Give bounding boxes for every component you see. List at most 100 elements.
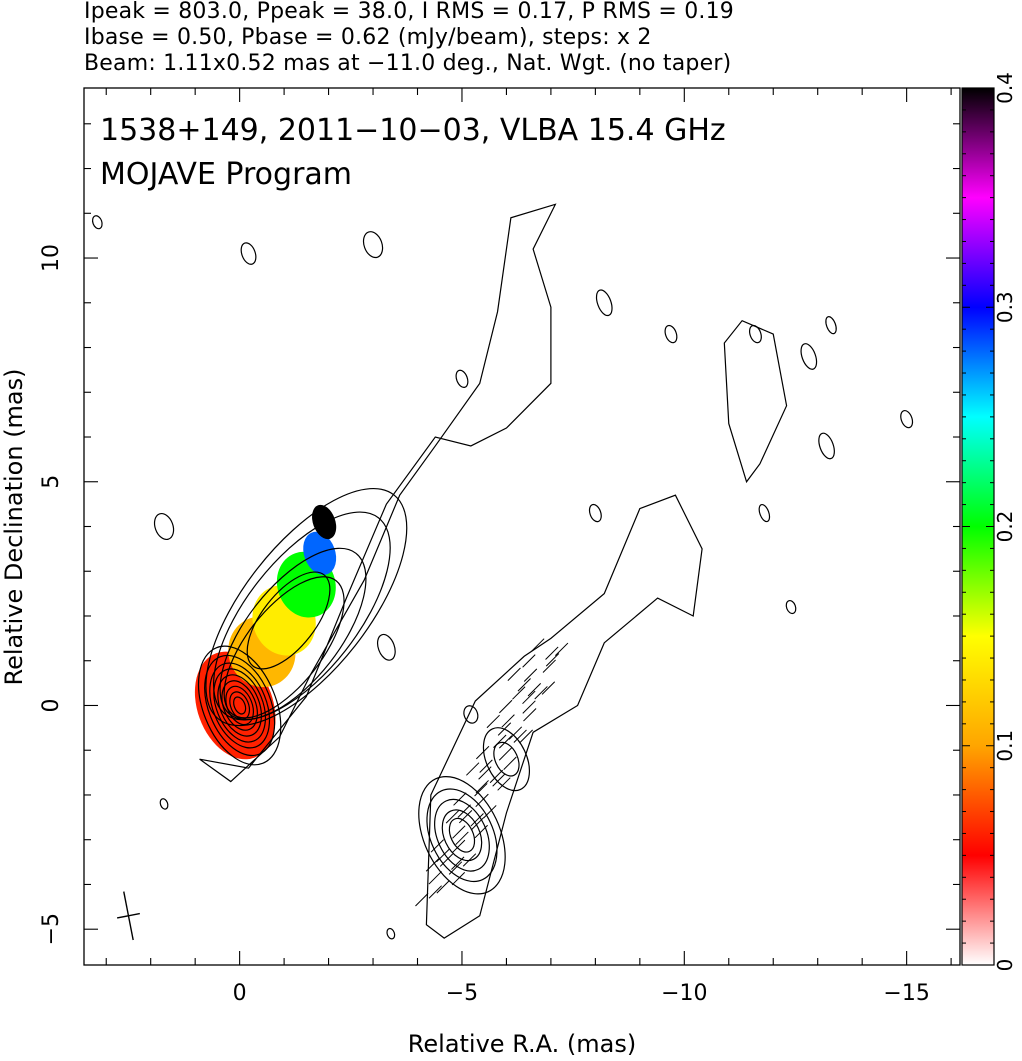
core-contour bbox=[213, 668, 267, 743]
evpa-tick bbox=[430, 839, 444, 853]
jet-contour bbox=[246, 571, 331, 670]
beam-marker bbox=[116, 891, 140, 941]
evpa-tick bbox=[457, 804, 471, 818]
evpa-tick bbox=[523, 668, 538, 682]
evpa-tick bbox=[428, 885, 442, 899]
extended-contour bbox=[199, 203, 557, 783]
evpa-tick bbox=[493, 734, 507, 748]
noise-island bbox=[153, 513, 175, 540]
evpa-tick bbox=[452, 825, 466, 839]
y-tick-label: 10 bbox=[39, 244, 64, 272]
evpa-tick bbox=[523, 708, 537, 722]
y-tick-label: −5 bbox=[39, 913, 64, 945]
evpa-tick bbox=[501, 714, 515, 728]
colorbar-tick-label: 0.3 bbox=[993, 291, 1017, 323]
noise-island bbox=[376, 633, 396, 661]
evpa-tick bbox=[508, 726, 523, 740]
polarized-extended-contour bbox=[723, 319, 788, 484]
evpa-tick bbox=[519, 729, 533, 743]
noise-island bbox=[595, 289, 613, 317]
evpa-tick bbox=[474, 824, 488, 839]
evpa-tick bbox=[499, 699, 513, 714]
colorbar-ticks bbox=[962, 87, 994, 966]
noise-island bbox=[91, 215, 103, 230]
evpa-tick bbox=[475, 780, 489, 794]
y-tick-label: 5 bbox=[39, 475, 64, 489]
evpa-tick bbox=[436, 880, 450, 894]
polarized-core-contour bbox=[426, 788, 498, 883]
evpa-tick bbox=[527, 683, 542, 697]
evpa-tick bbox=[455, 831, 469, 845]
evpa-tick bbox=[445, 810, 460, 824]
polarized-core-contour bbox=[441, 809, 483, 862]
evpa-tick bbox=[436, 848, 450, 863]
evpa-tick bbox=[428, 871, 442, 885]
evpa-tick bbox=[541, 681, 556, 695]
jet-contour bbox=[219, 547, 367, 721]
axis-ticks bbox=[84, 88, 960, 965]
evpa-tick bbox=[498, 747, 513, 761]
core-contour bbox=[233, 696, 247, 715]
x-axis-label: Relative R.A. (mas) bbox=[408, 1030, 636, 1058]
plot-frame bbox=[83, 87, 961, 966]
polarized-core-contour bbox=[448, 817, 476, 853]
colorbar-tick-label: 0 bbox=[993, 959, 1017, 972]
x-tick-label: −10 bbox=[661, 981, 707, 1006]
evpa-tick bbox=[451, 871, 466, 886]
evpa-tick bbox=[522, 690, 536, 705]
evpa-tick bbox=[498, 735, 513, 749]
noise-island bbox=[159, 798, 169, 810]
polarized-extended-contour bbox=[425, 494, 703, 939]
evpa-vectors bbox=[415, 638, 569, 907]
evpa-tick bbox=[542, 659, 556, 673]
evpa-tick bbox=[476, 745, 490, 760]
noise-island bbox=[386, 927, 396, 940]
jet-contour bbox=[205, 487, 408, 727]
noise-island bbox=[463, 705, 479, 724]
evpa-tick bbox=[478, 766, 492, 780]
evpa-tick bbox=[466, 762, 480, 776]
y-tick-label: 0 bbox=[39, 698, 64, 712]
chart-title: 1538+149, 2011−10−03, VLBA 15.4 GHz bbox=[100, 113, 726, 148]
core-contour bbox=[197, 645, 282, 766]
colorbar-tick-label: 0.1 bbox=[993, 730, 1017, 762]
evpa-tick bbox=[448, 861, 463, 875]
evpa-tick bbox=[545, 653, 560, 667]
core-contour bbox=[229, 691, 251, 720]
evpa-tick bbox=[439, 853, 454, 867]
colorbar-tick-label: 0.4 bbox=[993, 72, 1017, 104]
evpa-tick bbox=[474, 783, 488, 797]
evpa-tick bbox=[497, 777, 511, 791]
evpa-tick bbox=[545, 646, 559, 660]
noise-island bbox=[800, 343, 818, 370]
header-line-peaks: Ipeak = 803.0, Ppeak = 38.0, I RMS = 0.1… bbox=[84, 0, 734, 24]
polarization-patch bbox=[312, 504, 337, 540]
noise-island bbox=[664, 324, 678, 344]
total-intensity-contours bbox=[91, 203, 914, 940]
evpa-tick bbox=[517, 678, 531, 692]
beam-minor-axis bbox=[116, 912, 140, 919]
x-tick-label: 0 bbox=[233, 981, 247, 1006]
colorbar-tick-label: 0.2 bbox=[993, 511, 1017, 543]
chart-subtitle: MOJAVE Program bbox=[100, 157, 352, 192]
noise-island bbox=[455, 369, 469, 388]
polarized-core-contour bbox=[434, 798, 490, 872]
x-tick-label: −5 bbox=[446, 981, 478, 1006]
x-tick-label: −15 bbox=[883, 981, 929, 1006]
evpa-tick bbox=[486, 714, 500, 729]
evpa-tick bbox=[489, 769, 504, 784]
evpa-tick bbox=[425, 858, 440, 872]
evpa-tick bbox=[470, 817, 485, 831]
evpa-tick bbox=[507, 667, 521, 681]
noise-island bbox=[825, 316, 837, 335]
y-axis-label: Relative Declination (mas) bbox=[0, 368, 28, 685]
noise-island bbox=[818, 432, 835, 460]
evpa-tick bbox=[470, 813, 484, 827]
fractional-polarization-image bbox=[194, 504, 337, 760]
jet-contour bbox=[213, 511, 391, 721]
evpa-tick bbox=[522, 700, 536, 714]
evpa-tick bbox=[531, 638, 545, 652]
evpa-tick bbox=[451, 839, 466, 854]
evpa-tick bbox=[458, 809, 473, 824]
